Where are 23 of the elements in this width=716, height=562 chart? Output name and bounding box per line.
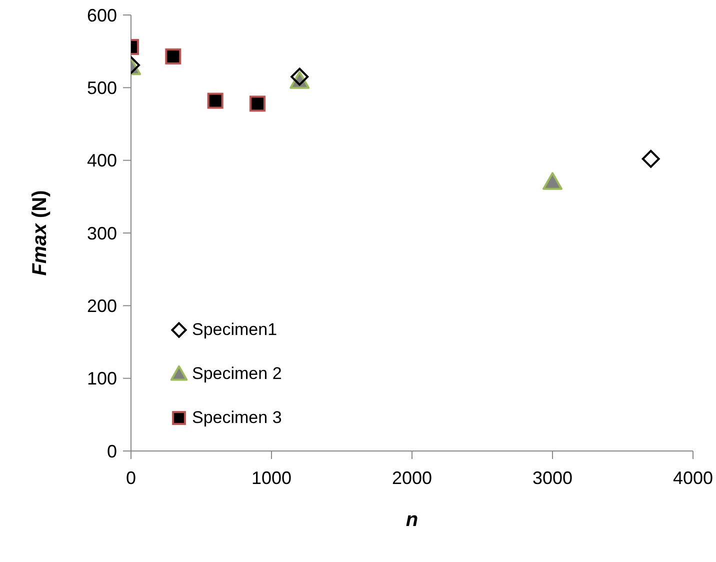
y-tick-label: 0 [106, 441, 117, 462]
y-tick-label: 400 [86, 150, 117, 171]
legend-label: Specimen1 [192, 320, 278, 340]
x-axis-title: n [406, 509, 418, 531]
point [642, 150, 660, 168]
point [165, 48, 182, 64]
x-tick-label: 4000 [672, 468, 714, 488]
x-tick-label: 2000 [392, 468, 432, 488]
legend-label: Specimen 2 [192, 364, 282, 384]
y-tick-label: 600 [86, 5, 117, 26]
y-tick-label: 500 [86, 78, 117, 98]
y-tick-label: 200 [86, 296, 117, 316]
y-axis-title: Fmax (N) [29, 190, 51, 276]
y-tick-label: 300 [86, 223, 117, 244]
x-tick-label: 1000 [251, 468, 292, 488]
legend-label: Specimen 3 [192, 408, 282, 428]
x-tick-label: 0 [126, 468, 136, 488]
point [290, 68, 309, 86]
y-tick-label: 100 [86, 368, 117, 389]
point [207, 92, 224, 109]
x-tick-label: 3000 [532, 468, 573, 488]
point [249, 96, 266, 112]
point [542, 172, 562, 190]
